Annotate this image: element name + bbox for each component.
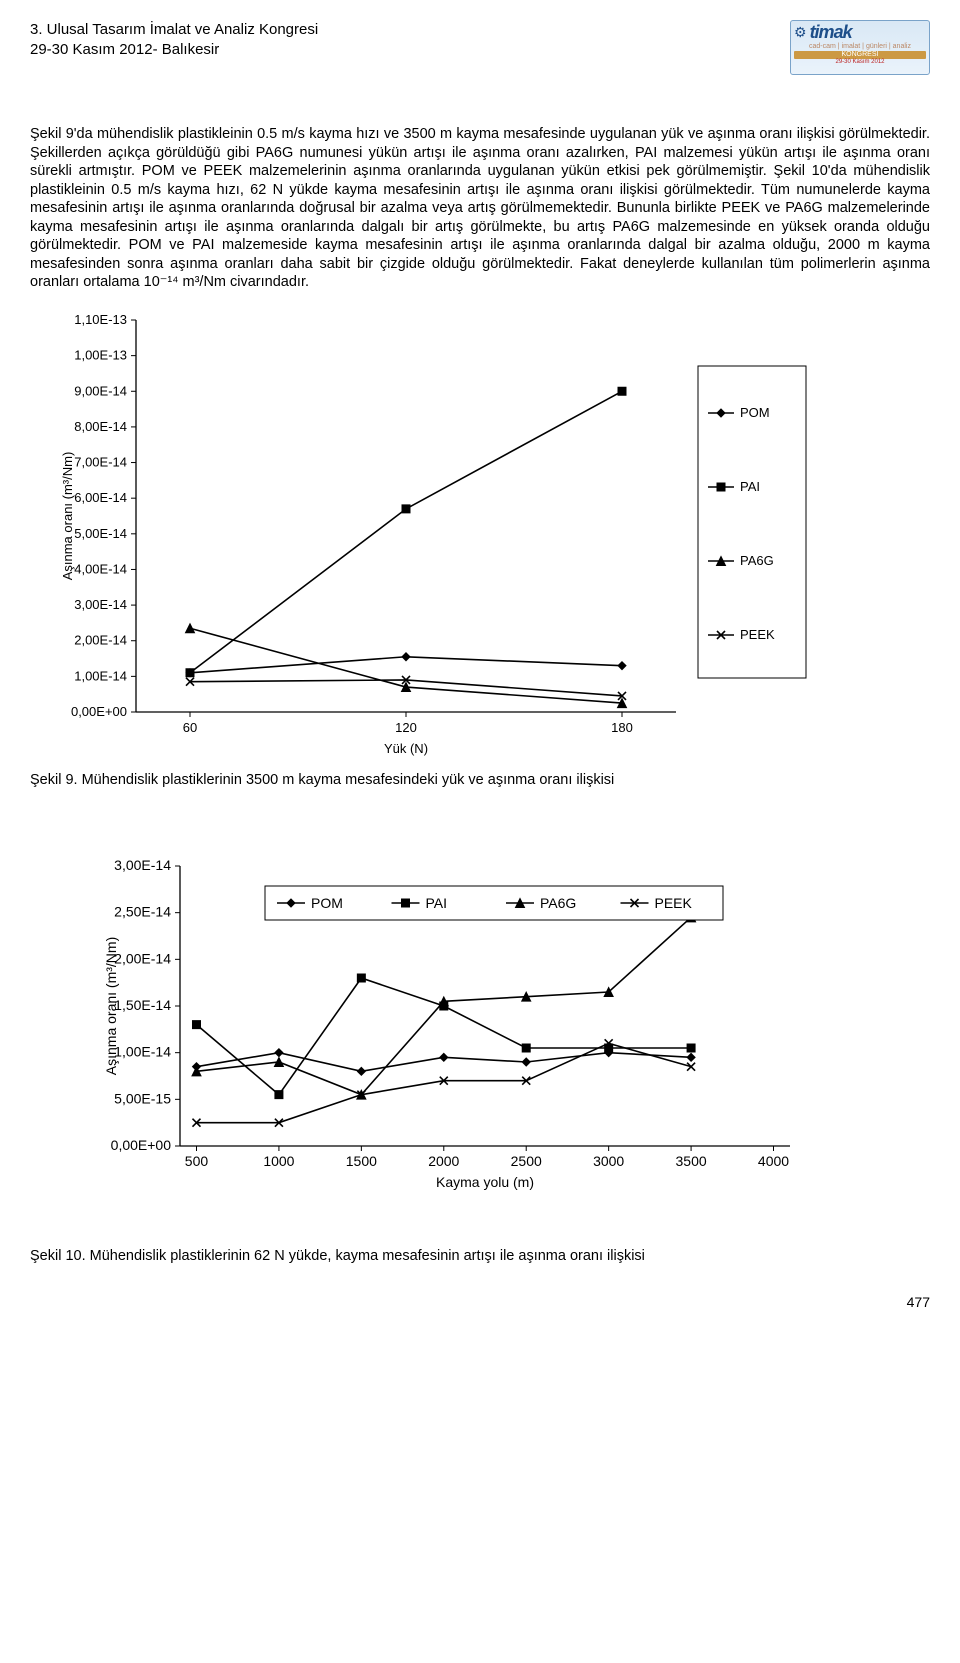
svg-text:Aşınma oranı (m³/Nm): Aşınma oranı (m³/Nm) <box>60 452 75 581</box>
logo-date: 29-30 Kasım 2012 <box>794 59 926 66</box>
svg-text:2,50E-14: 2,50E-14 <box>114 904 171 920</box>
svg-text:PAI: PAI <box>426 895 448 911</box>
svg-text:3,00E-14: 3,00E-14 <box>114 857 171 873</box>
svg-text:0,00E+00: 0,00E+00 <box>71 704 127 719</box>
svg-text:5,00E-15: 5,00E-15 <box>114 1090 171 1106</box>
svg-text:3000: 3000 <box>593 1153 624 1169</box>
gear-icon: ⚙ <box>794 25 807 40</box>
svg-text:120: 120 <box>395 720 417 735</box>
svg-text:POM: POM <box>311 895 343 911</box>
svg-text:1500: 1500 <box>346 1153 377 1169</box>
page-number: 477 <box>30 1294 930 1310</box>
svg-text:8,00E-14: 8,00E-14 <box>74 419 127 434</box>
svg-text:3,00E-14: 3,00E-14 <box>74 597 127 612</box>
page-header: 3. Ulusal Tasarım İmalat ve Analiz Kongr… <box>30 20 930 75</box>
svg-text:6,00E-14: 6,00E-14 <box>74 490 127 505</box>
conference-logo: ⚙ timak cad-cam | imalat | günleri | ana… <box>790 20 930 75</box>
svg-text:1,10E-13: 1,10E-13 <box>74 312 127 327</box>
svg-text:POM: POM <box>740 405 770 420</box>
svg-text:2,00E-14: 2,00E-14 <box>74 633 127 648</box>
svg-text:PA6G: PA6G <box>540 895 576 911</box>
svg-text:PEEK: PEEK <box>655 895 693 911</box>
svg-text:1,50E-14: 1,50E-14 <box>114 997 171 1013</box>
svg-text:2,00E-14: 2,00E-14 <box>114 950 171 966</box>
svg-text:1,00E-14: 1,00E-14 <box>114 1044 171 1060</box>
svg-text:Kayma yolu (m): Kayma yolu (m) <box>436 1174 534 1190</box>
svg-text:60: 60 <box>183 720 197 735</box>
header-text: 3. Ulusal Tasarım İmalat ve Analiz Kongr… <box>30 20 318 61</box>
svg-text:PEEK: PEEK <box>740 627 775 642</box>
svg-text:3500: 3500 <box>676 1153 707 1169</box>
svg-text:Aşınma oranı (m³/Nm): Aşınma oranı (m³/Nm) <box>103 937 119 1075</box>
svg-text:0,00E+00: 0,00E+00 <box>111 1137 172 1153</box>
svg-text:1,00E-14: 1,00E-14 <box>74 668 127 683</box>
svg-text:180: 180 <box>611 720 633 735</box>
svg-text:9,00E-14: 9,00E-14 <box>74 383 127 398</box>
svg-text:4,00E-14: 4,00E-14 <box>74 561 127 576</box>
svg-text:5,00E-14: 5,00E-14 <box>74 526 127 541</box>
chart9-svg: 0,00E+00 1,00E-14 2,00E-14 3,00E-14 4,00E-14… <box>58 306 818 766</box>
figure-9: 0,00E+00 1,00E-14 2,00E-14 3,00E-14 4,00E-14… <box>58 306 930 766</box>
svg-text:1000: 1000 <box>263 1153 294 1169</box>
header-line2: 29-30 Kasım 2012- Balıkesir <box>30 40 318 60</box>
svg-text:PA6G: PA6G <box>740 553 774 568</box>
logo-kongre: KONGRESI <box>794 51 926 59</box>
svg-text:2500: 2500 <box>511 1153 542 1169</box>
svg-text:2000: 2000 <box>428 1153 459 1169</box>
svg-text:Yük (N): Yük (N) <box>384 741 428 756</box>
figure-9-caption: Şekil 9. Mühendislik plastiklerinin 3500… <box>30 772 930 788</box>
figure-10: 0,00E+00 5,00E-15 1,00E-14 1,50E-14 2,00E-14… <box>80 848 930 1208</box>
svg-text:PAI: PAI <box>740 479 760 494</box>
header-line1: 3. Ulusal Tasarım İmalat ve Analiz Kongr… <box>30 20 318 40</box>
svg-text:7,00E-14: 7,00E-14 <box>74 454 127 469</box>
svg-text:500: 500 <box>185 1153 209 1169</box>
figure-10-caption: Şekil 10. Mühendislik plastiklerinin 62 … <box>30 1248 930 1264</box>
body-paragraph: Şekil 9'da mühendislik plastikleinin 0.5… <box>30 125 930 292</box>
logo-subtitle: cad-cam | imalat | günleri | analiz <box>794 43 926 51</box>
logo-title: timak <box>810 23 852 43</box>
chart10-svg: 0,00E+00 5,00E-15 1,00E-14 1,50E-14 2,00E-14… <box>80 848 840 1208</box>
svg-text:1,00E-13: 1,00E-13 <box>74 348 127 363</box>
svg-text:4000: 4000 <box>758 1153 789 1169</box>
